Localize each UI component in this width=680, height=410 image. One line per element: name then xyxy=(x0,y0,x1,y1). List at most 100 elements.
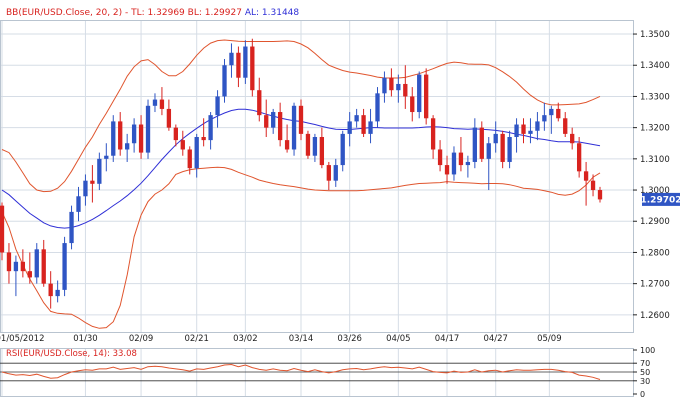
candle-up xyxy=(62,237,66,296)
candle-body xyxy=(514,125,518,137)
candle-down xyxy=(563,112,567,137)
candle-body xyxy=(591,181,595,190)
candle-up xyxy=(514,118,518,152)
candle-body xyxy=(473,128,477,162)
candle-down xyxy=(299,100,303,141)
candle-down xyxy=(431,115,435,159)
candle-body xyxy=(320,137,324,165)
candle-body xyxy=(375,93,379,121)
candle-body xyxy=(201,137,205,140)
candle-body xyxy=(278,112,282,140)
rsi-tick-label: 50 xyxy=(640,368,650,377)
candle-down xyxy=(500,131,504,168)
candle-down xyxy=(139,115,143,159)
candle-body xyxy=(0,206,4,253)
candle-body xyxy=(452,153,456,175)
candle-body xyxy=(341,134,345,165)
candle-body xyxy=(257,90,261,115)
candle-body xyxy=(521,125,525,134)
y-tick-label: 1.2600 xyxy=(640,311,670,321)
legend-tl: TL: 1.32969 xyxy=(130,8,185,18)
candle-body xyxy=(153,100,157,106)
candle-body xyxy=(598,190,602,199)
candle-body xyxy=(250,47,254,91)
candle-body xyxy=(28,271,32,277)
candle-body xyxy=(111,121,115,155)
rsi-tick-label: 0 xyxy=(640,390,645,399)
candle-body xyxy=(556,109,560,118)
candle-up xyxy=(208,112,212,149)
x-tick-label: 03/02 xyxy=(233,334,258,344)
candle-body xyxy=(125,143,129,149)
x-tick-label: 05/09 xyxy=(537,334,562,344)
candle-body xyxy=(195,137,199,168)
candle-down xyxy=(42,240,46,287)
candle-body xyxy=(35,249,39,277)
candle-up xyxy=(487,137,491,190)
candle-body xyxy=(313,137,317,156)
rsi-tick-label: 30 xyxy=(640,377,650,386)
candle-body xyxy=(334,165,338,181)
candle-up xyxy=(215,90,219,127)
candle-down xyxy=(410,87,414,121)
candle-up xyxy=(222,59,226,103)
candle-body xyxy=(424,75,428,119)
candle-down xyxy=(118,112,122,156)
candle-body xyxy=(139,125,143,153)
candle-down xyxy=(250,39,254,97)
candle-body xyxy=(563,118,567,134)
candle-body xyxy=(570,134,574,143)
candle-body xyxy=(361,115,365,134)
candle-body xyxy=(410,96,414,112)
candle-up xyxy=(97,153,101,190)
candle-down xyxy=(160,87,164,115)
candle-down xyxy=(278,103,282,147)
x-tick-label: 03/26 xyxy=(337,334,362,344)
candle-down xyxy=(167,100,171,131)
candle-body xyxy=(160,100,164,109)
candle-body xyxy=(181,140,185,149)
candle-down xyxy=(257,78,261,122)
candle-body xyxy=(528,131,532,134)
x-tick-label: 02/21 xyxy=(184,334,209,344)
candle-body xyxy=(487,143,491,159)
candle-body xyxy=(14,262,18,271)
legend-al: AL: 1.31448 xyxy=(245,8,300,18)
candle-down xyxy=(577,137,581,178)
candle-down xyxy=(389,68,393,96)
candle-body xyxy=(292,106,296,150)
candle-down xyxy=(236,47,240,88)
candle-body xyxy=(535,121,539,130)
candle-down xyxy=(320,128,324,169)
candle-body xyxy=(417,75,421,112)
candle-up xyxy=(83,174,87,205)
candle-up xyxy=(146,100,150,159)
candle-body xyxy=(188,149,192,168)
candle-down xyxy=(21,249,25,277)
candle-down xyxy=(90,165,94,202)
y-tick-label: 1.3500 xyxy=(640,30,670,40)
candle-body xyxy=(264,115,268,127)
x-tick-label: 01/30 xyxy=(73,334,98,344)
candle-down xyxy=(591,174,595,196)
candle-body xyxy=(243,47,247,78)
candle-body xyxy=(494,134,498,143)
candle-up xyxy=(69,206,73,250)
candle-body xyxy=(49,284,53,296)
candle-down xyxy=(264,100,268,137)
candle-body xyxy=(466,162,470,165)
y-tick-label: 1.3100 xyxy=(640,155,670,165)
candle-up xyxy=(382,71,386,102)
candle-down xyxy=(327,162,331,190)
candle-body xyxy=(215,96,219,115)
candle-body xyxy=(167,109,171,128)
candle-up xyxy=(452,146,456,180)
candle-up xyxy=(368,109,372,143)
candle-body xyxy=(396,84,400,90)
candle-up xyxy=(375,87,379,128)
candle-body xyxy=(21,262,25,271)
candle-body xyxy=(431,118,435,149)
candle-body xyxy=(222,65,226,96)
